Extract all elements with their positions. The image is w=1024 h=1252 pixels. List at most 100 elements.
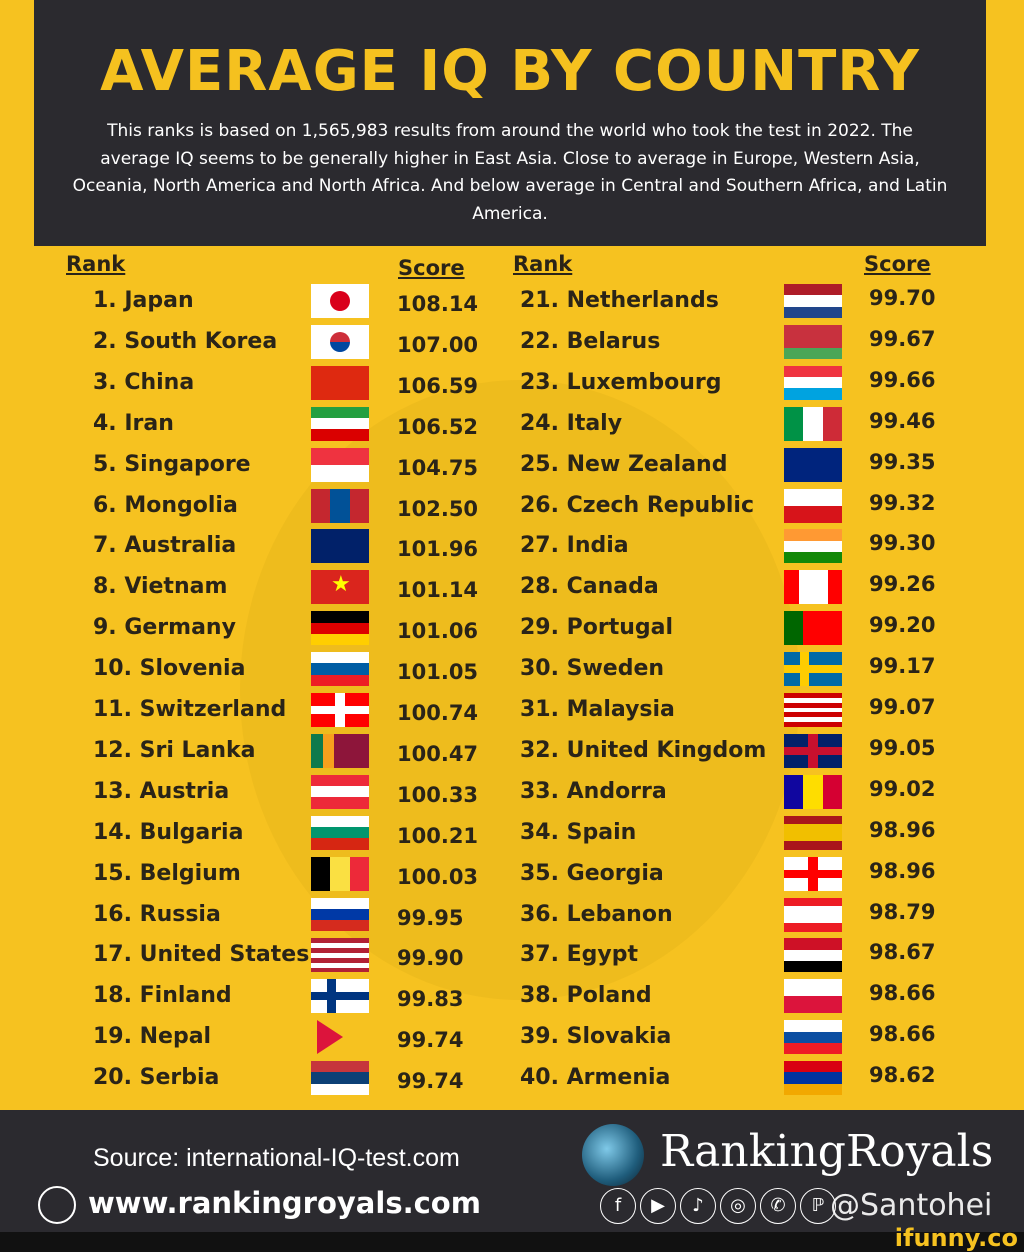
tiktok-watermark: @Santohei (830, 1188, 993, 1223)
flag-stripe (784, 295, 842, 307)
country-name: 37. Egypt (520, 942, 639, 968)
country-flag-icon (784, 611, 842, 646)
brand-name: RankingRoyals (660, 1126, 994, 1177)
table-row: 7. Australia 101.96 (93, 529, 513, 565)
country-name: 4. Iran (93, 410, 174, 436)
flag-stripe (784, 1042, 842, 1055)
country-name: 22. Belarus (520, 328, 661, 354)
flag-stripe (784, 347, 842, 359)
iq-score: 98.67 (869, 940, 936, 965)
country-flag-icon (311, 979, 369, 1014)
tiktok-icon[interactable]: ♪ (680, 1188, 716, 1224)
flag-emblem (784, 856, 842, 891)
country-flag-icon (311, 1020, 369, 1055)
iq-score: 99.17 (869, 654, 936, 679)
table-row: 6. Mongolia 102.50 (93, 488, 513, 525)
table-row: 9. Germany 101.06 (93, 611, 513, 647)
table-row: 36. Lebanon 98.79 (520, 897, 940, 934)
pinterest-icon[interactable]: ℙ (800, 1188, 836, 1224)
country-flag-icon (311, 1061, 369, 1096)
threads-icon[interactable]: ✆ (760, 1188, 796, 1224)
flag-emblem (311, 979, 369, 1014)
flag-stripe (311, 952, 369, 958)
youtube-icon[interactable]: ▶ (640, 1188, 676, 1224)
table-row: 13. Austria 100.33 (93, 774, 513, 811)
flag-stripe (784, 906, 842, 915)
flag-stripe (311, 733, 323, 768)
table-row: 20. Serbia 99.74 (93, 1061, 513, 1097)
flag-stripe (311, 406, 369, 419)
country-flag-icon (311, 733, 369, 768)
instagram-icon[interactable]: ◎ (720, 1188, 756, 1224)
table-row: 8. Vietnam ★ 101.14 (93, 570, 513, 606)
iq-score: 100.03 (397, 864, 479, 889)
country-flag-icon (784, 733, 842, 768)
iq-score: 99.67 (869, 326, 936, 351)
flag-stripe (311, 622, 369, 634)
country-flag-icon (784, 365, 842, 400)
flag-stripe (311, 962, 369, 968)
iq-score: 99.83 (397, 987, 464, 1012)
country-flag-icon (311, 365, 369, 400)
iq-score: 98.62 (869, 1063, 936, 1088)
flag-stripe (311, 967, 369, 973)
flag-stripe (311, 529, 369, 564)
flag-stripe (784, 505, 842, 523)
iq-score: 99.30 (869, 531, 936, 556)
table-row: 34. Spain 98.96 (520, 815, 940, 852)
flag-stripe (822, 611, 842, 646)
flag-stripe (311, 663, 369, 675)
flag-stripe (784, 702, 842, 708)
flag-stripe (311, 908, 369, 921)
country-name: 25. New Zealand (520, 451, 728, 477)
table-row: 39. Slovakia 98.66 (520, 1020, 940, 1056)
flag-stripe (784, 540, 842, 553)
iq-score: 107.00 (397, 332, 479, 357)
flag-stripe (784, 923, 842, 932)
table-row: 2. South Korea 107.00 (93, 324, 513, 361)
table-row: 31. Malaysia 99.07 (520, 693, 940, 729)
facebook-icon[interactable]: f (600, 1188, 636, 1224)
flag-stripe (349, 488, 369, 523)
flag-stripe (311, 633, 369, 646)
iq-score: 98.79 (869, 899, 936, 924)
table-row: 38. Poland 98.66 (520, 979, 940, 1015)
country-flag-icon (784, 284, 842, 318)
flag-stripe (822, 406, 842, 441)
iq-score: 99.74 (397, 1028, 464, 1053)
iq-score: 99.70 (869, 286, 936, 310)
country-flag-icon (784, 897, 842, 932)
flag-stripe (784, 996, 842, 1014)
flag-stripe (784, 488, 842, 506)
table-row: 19. Nepal 99.74 (93, 1020, 513, 1056)
flag-stripe (311, 1072, 369, 1084)
iq-score: 99.02 (869, 776, 936, 801)
iq-score: 99.05 (869, 735, 936, 760)
flag-stripe (784, 406, 804, 441)
country-name: 5. Singapore (93, 451, 251, 477)
flag-stripe (322, 733, 335, 768)
country-flag-icon (784, 652, 842, 687)
website-link[interactable]: www.rankingroyals.com (88, 1186, 481, 1220)
flag-stripe (784, 774, 804, 809)
country-flag-icon (784, 856, 842, 891)
country-name: 27. India (520, 533, 629, 559)
flag-stripe (813, 570, 828, 605)
country-flag-icon (311, 652, 369, 687)
flag-stripe (784, 824, 842, 833)
table-row: 25. New Zealand 99.35 (520, 447, 940, 484)
country-name: 39. Slovakia (520, 1024, 672, 1050)
flag-stripe (311, 464, 369, 482)
flag-stripe (784, 552, 842, 564)
flag-stripe (784, 712, 842, 718)
flag-stripe (784, 324, 842, 337)
iq-score: 101.06 (397, 619, 479, 644)
flag-stripe (311, 365, 369, 400)
iq-score: 100.21 (397, 823, 479, 848)
flag-stripe (784, 832, 842, 842)
table-row: 32. United Kingdom 99.05 (520, 733, 940, 770)
table-row: 16. Russia 99.95 (93, 897, 513, 934)
iq-score: 106.59 (397, 373, 479, 398)
country-flag-icon (311, 488, 369, 523)
flag-stripe (784, 284, 842, 296)
